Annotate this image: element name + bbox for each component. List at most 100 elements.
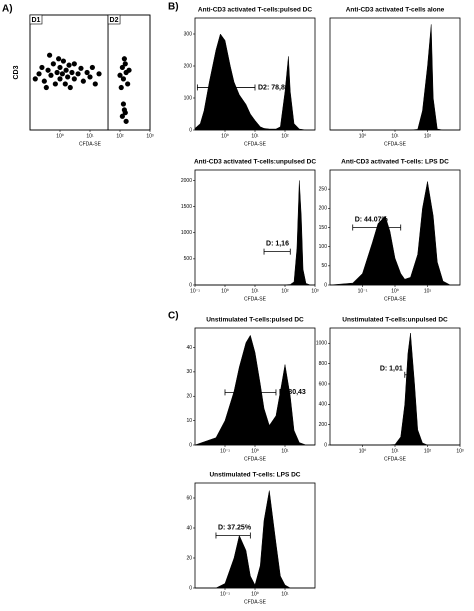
scatter-point — [63, 67, 69, 73]
scatter-point — [121, 56, 127, 62]
scatter-point — [57, 64, 63, 71]
scatter-point — [92, 81, 98, 87]
gate-label: D: 1,01 — [380, 366, 403, 373]
gate — [107, 14, 151, 131]
x-tick-label: 10⁻¹ — [358, 288, 368, 294]
panel-label: C) — [168, 311, 179, 322]
histogram — [330, 333, 460, 446]
y-tick-label: 0 — [324, 282, 327, 288]
y-axis-label: CD3 — [13, 65, 20, 79]
y-tick-label: 1000 — [316, 341, 327, 347]
scatter-point — [117, 72, 123, 78]
scatter-point — [46, 52, 53, 58]
scatter-point — [120, 76, 127, 82]
y-tick-label: 200 — [319, 206, 328, 212]
x-tick-label: 10⁰ — [56, 133, 64, 139]
chart-title: Anti-CD3 activated T-cells alone — [346, 7, 445, 14]
y-tick-label: 150 — [319, 225, 328, 231]
scatter-point — [45, 67, 51, 73]
scatter-point — [118, 84, 124, 91]
y-tick-label: 1500 — [181, 204, 192, 210]
x-tick-label: 10² — [281, 133, 289, 139]
y-tick-label: 10 — [186, 418, 192, 424]
scatter-point — [78, 65, 84, 71]
chart-title: Unstimulated T-cells:unpulsed DC — [342, 317, 448, 324]
histogram — [329, 181, 460, 286]
y-tick-label: 100 — [184, 95, 193, 101]
x-tick-label: 10² — [281, 288, 289, 294]
x-tick-label: 10³ — [456, 448, 464, 454]
x-tick-label: 10⁰ — [359, 133, 367, 139]
histogram — [194, 33, 315, 131]
chart-title: Unstimulated T-cells:pulsed DC — [206, 317, 304, 324]
chart-title: Anti-CD3 activated T-cells:pulsed DC — [198, 7, 312, 14]
y-tick-label: 400 — [319, 402, 328, 408]
scatter-point — [126, 67, 132, 73]
scatter-point — [52, 81, 58, 87]
gate-label-box — [29, 14, 43, 25]
gate-label: D: 1,16 — [266, 240, 289, 247]
gate — [29, 14, 109, 131]
x-tick-label: 10¹ — [86, 133, 94, 139]
x-tick-label: 10⁰ — [391, 288, 399, 294]
x-axis-label: CFDA-SE — [79, 141, 102, 147]
y-tick-label: 600 — [319, 381, 328, 387]
scatter-point — [96, 71, 102, 77]
scatter-point — [120, 101, 127, 107]
panel-label: B) — [168, 2, 179, 13]
x-axis-label: CFDA-SE — [384, 456, 407, 462]
x-axis-label: CFDA-SE — [244, 456, 267, 462]
scatter-point — [59, 71, 65, 77]
scatter-point — [125, 81, 131, 87]
y-tick-label: 0 — [189, 442, 192, 448]
histogram — [195, 490, 315, 589]
chart-title: Unstimulated T-cells: LPS DC — [209, 472, 300, 479]
x-tick-label: 10² — [424, 133, 432, 139]
scatter-point — [43, 84, 49, 91]
plot-frame — [194, 482, 316, 589]
scatter-point — [66, 62, 72, 68]
scatter-point — [84, 69, 90, 76]
y-tick-label: 50 — [321, 263, 327, 269]
scatter-point — [69, 69, 75, 76]
scatter-point — [67, 84, 73, 91]
x-tick-label: 10¹ — [251, 133, 259, 139]
y-tick-label: 1000 — [181, 230, 192, 236]
x-tick-label: 10³ — [311, 288, 319, 294]
histogram — [195, 180, 315, 286]
x-tick-label: 10¹ — [281, 591, 289, 597]
x-tick-label: 10¹ — [281, 448, 289, 454]
scatter-point — [75, 71, 81, 77]
scatter-point — [56, 56, 62, 62]
scatter-point — [32, 76, 38, 82]
scatter-point — [39, 64, 45, 71]
x-tick-label: 10⁻¹ — [220, 591, 230, 597]
y-tick-label: 200 — [184, 63, 193, 69]
scatter-point — [54, 69, 60, 76]
y-tick-label: 800 — [319, 361, 328, 367]
scatter-point — [60, 58, 67, 64]
y-tick-label: 200 — [319, 422, 328, 428]
panel-label: A) — [2, 4, 13, 15]
gate-label: D: 80,43 — [279, 389, 306, 396]
scatter-point — [122, 61, 128, 67]
scatter-point — [119, 64, 125, 71]
x-tick-label: 10⁰ — [251, 448, 259, 454]
x-tick-label: 10³ — [146, 133, 154, 139]
y-tick-label: 20 — [186, 555, 192, 561]
x-tick-label: 10¹ — [424, 288, 432, 294]
y-tick-label: 40 — [186, 525, 192, 531]
scatter-point — [62, 81, 68, 87]
x-tick-label: 10¹ — [391, 448, 399, 454]
scatter-point — [36, 71, 42, 77]
scatter-point — [87, 74, 93, 80]
y-tick-label: 40 — [186, 345, 192, 351]
x-tick-label: 10¹ — [251, 288, 259, 294]
gate-label: D: 37.25% — [218, 524, 252, 531]
x-tick-label: 10⁰ — [221, 288, 229, 294]
x-tick-label: 10⁰ — [251, 591, 259, 597]
y-tick-label: 0 — [324, 442, 327, 448]
x-tick-label: 10⁻¹ — [190, 288, 200, 294]
